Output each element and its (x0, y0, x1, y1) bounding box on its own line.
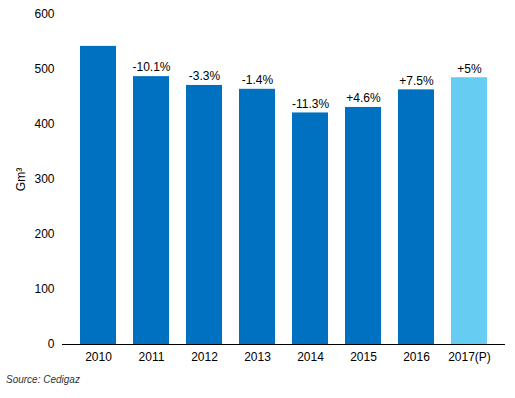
svg-text:+4.6%: +4.6% (346, 91, 381, 105)
svg-text:400: 400 (34, 117, 54, 131)
svg-text:2011: 2011 (139, 350, 165, 364)
svg-text:Gm³: Gm³ (14, 168, 28, 191)
svg-text:-10.1%: -10.1% (132, 60, 170, 74)
svg-text:+7.5%: +7.5% (399, 74, 434, 88)
html-text:Source: Cedigaz: Source: Cedigaz (6, 374, 80, 385)
svg-text:300: 300 (34, 172, 54, 186)
svg-text:-3.3%: -3.3% (189, 69, 221, 83)
svg-text:500: 500 (34, 62, 54, 76)
svg-text:2017(P): 2017(P) (448, 350, 491, 364)
svg-text:-1.4%: -1.4% (242, 73, 274, 87)
svg-text:+5%: +5% (457, 62, 482, 76)
svg-text:2012: 2012 (191, 350, 218, 364)
svg-text:100: 100 (34, 282, 54, 296)
svg-text:2013: 2013 (244, 350, 271, 364)
svg-text:200: 200 (34, 227, 54, 241)
svg-text:2010: 2010 (85, 350, 112, 364)
svg-text:-11.3%: -11.3% (292, 97, 329, 111)
svg-text:600: 600 (34, 7, 54, 21)
svg-text:2016: 2016 (403, 350, 430, 364)
svg-text:2015: 2015 (350, 350, 377, 364)
svg-text:0: 0 (48, 337, 55, 351)
svg-text:2014: 2014 (297, 350, 324, 364)
